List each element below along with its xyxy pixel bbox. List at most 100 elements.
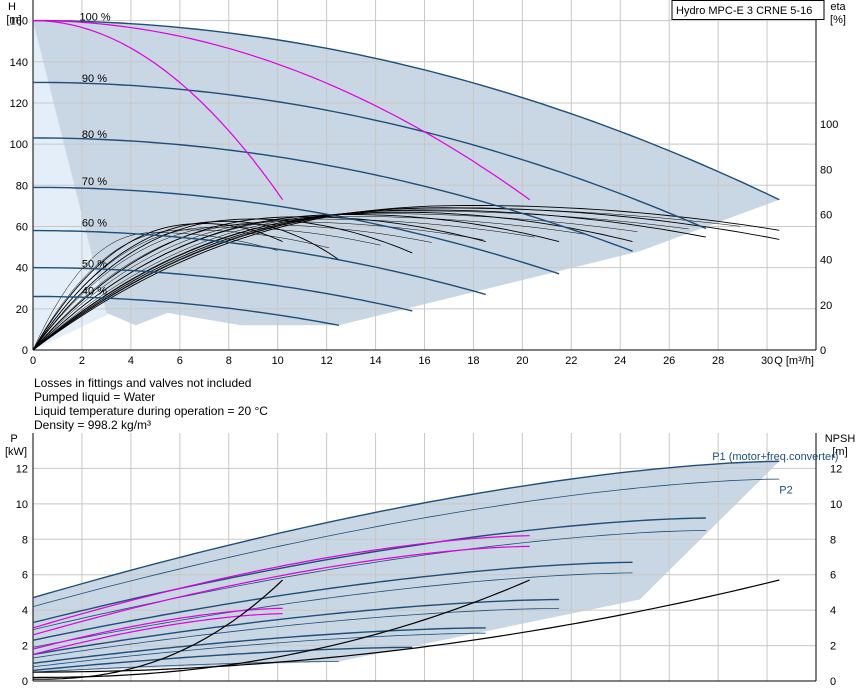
magenta-power-curve bbox=[32, 535, 530, 629]
x-tick-label: 10 bbox=[272, 355, 284, 367]
x-tick-label: 22 bbox=[565, 355, 577, 367]
power-curve bbox=[32, 517, 706, 624]
chart-title: Hydro MPC-E 3 CRNE 5-16 bbox=[676, 5, 812, 17]
magenta-power-curve bbox=[32, 545, 530, 636]
efficiency-curve-thin bbox=[32, 229, 330, 351]
efficiency-curve-thin bbox=[32, 210, 689, 351]
power-curve bbox=[32, 478, 780, 607]
y-tick-label-left: 60 bbox=[16, 221, 28, 233]
y-tick-label-left: 40 bbox=[16, 263, 28, 275]
power-curve bbox=[32, 561, 633, 641]
power-curve bbox=[32, 598, 560, 656]
speed-label: 50 % bbox=[82, 259, 107, 271]
x-tick-label: 24 bbox=[614, 355, 626, 367]
y-axis-unit-right: [%] bbox=[830, 14, 846, 26]
y-tick-label-left: 8 bbox=[22, 534, 28, 546]
head-curve bbox=[32, 137, 633, 252]
x-axis-label: Q [m³/h] bbox=[774, 355, 814, 367]
y-tick-label-left: 2 bbox=[22, 641, 28, 653]
efficiency-curve-thin bbox=[32, 232, 278, 351]
y-tick-label-right: 6 bbox=[830, 570, 836, 582]
y-tick-label-right: 80 bbox=[820, 164, 832, 176]
x-tick-label: 4 bbox=[128, 355, 134, 367]
power-curve bbox=[32, 530, 706, 630]
y-axis-unit-left: [m] bbox=[6, 14, 21, 26]
y-tick-label-right: 4 bbox=[830, 605, 836, 617]
efficiency-curve bbox=[32, 218, 413, 351]
operating-envelope-region bbox=[33, 20, 780, 326]
y-tick-label-right: 0 bbox=[830, 676, 836, 688]
x-tick-label: 30 bbox=[761, 355, 773, 367]
npsh-curve bbox=[33, 579, 780, 673]
head-curve bbox=[32, 266, 413, 312]
y-tick-label-right: 0 bbox=[820, 345, 826, 357]
y-axis-label-left: P bbox=[10, 433, 17, 445]
y-tick-label-right: 20 bbox=[820, 300, 832, 312]
npsh-curve bbox=[32, 579, 530, 679]
x-tick-label: 12 bbox=[321, 355, 333, 367]
magenta-power-curve bbox=[32, 607, 283, 650]
y-tick-label-left: 120 bbox=[10, 98, 28, 110]
y-tick-label-right: 40 bbox=[820, 255, 832, 267]
x-tick-label: 8 bbox=[226, 355, 232, 367]
power-curve bbox=[32, 632, 486, 668]
y-tick-label-right: 60 bbox=[820, 210, 832, 222]
operating-conditions-notes: Losses in fittings and valves not includ… bbox=[34, 376, 268, 432]
head-curve bbox=[33, 229, 486, 296]
x-tick-label: 16 bbox=[418, 355, 430, 367]
power-curve bbox=[32, 661, 339, 673]
magenta-head-curve bbox=[33, 20, 284, 201]
y-tick-label-right: 10 bbox=[830, 499, 842, 511]
head-curve bbox=[33, 186, 560, 275]
power-npsh-chart: 0 2 4 6 8 10 12 0 2 4 6 8 10 12 P[kW] NPSH[m]P1 (motor+… bbox=[5, 433, 855, 688]
head-curve bbox=[33, 81, 707, 230]
speed-label: 60 % bbox=[82, 217, 107, 229]
power-curve bbox=[32, 627, 486, 664]
x-tick-label: 6 bbox=[177, 355, 183, 367]
x-tick-label: 2 bbox=[79, 355, 85, 367]
speed-label: 80 % bbox=[82, 129, 107, 141]
head-efficiency-chart: 0 2 4 6 8 10 12 14 16 18 20 22 24 26 28 300204060801001… bbox=[6, 0, 847, 367]
y-tick-label-right: 2 bbox=[830, 641, 836, 653]
y-tick-label-left: 20 bbox=[16, 304, 28, 316]
power-curve bbox=[32, 572, 633, 648]
head-curve bbox=[33, 19, 780, 201]
y-tick-label-left: 10 bbox=[16, 499, 28, 511]
npsh-curve bbox=[33, 579, 284, 680]
note-losses: Losses in fittings and valves not includ… bbox=[34, 376, 252, 390]
speed-label: 40 % bbox=[82, 285, 107, 297]
y-tick-label-right: 100 bbox=[820, 119, 838, 131]
speed-label: 90 % bbox=[82, 73, 107, 85]
x-tick-label: 0 bbox=[30, 355, 36, 367]
x-tick-label: 26 bbox=[663, 355, 675, 367]
y-tick-label-left: 12 bbox=[16, 463, 28, 475]
y-tick-label-left: 0 bbox=[22, 345, 28, 357]
y-axis-label-right: eta bbox=[830, 1, 846, 13]
efficiency-curve-thin bbox=[32, 207, 741, 351]
y-tick-label-left: 4 bbox=[22, 605, 28, 617]
y-tick-label-left: 100 bbox=[10, 139, 28, 151]
y-tick-label-left: 160 bbox=[10, 16, 28, 28]
power-curve bbox=[32, 646, 413, 672]
speed-label: 100 % bbox=[79, 11, 110, 23]
speed-label: 70 % bbox=[82, 176, 107, 188]
x-tick-label: 18 bbox=[467, 355, 479, 367]
x-tick-label: 28 bbox=[712, 355, 724, 367]
y-axis-label-right: NPSH bbox=[825, 433, 856, 445]
y-tick-label-right: 12 bbox=[830, 463, 842, 475]
p2-series-label: P2 bbox=[779, 485, 792, 497]
head-curve bbox=[33, 295, 340, 326]
note-density: Density = 998.2 kg/m³ bbox=[34, 418, 152, 432]
x-tick-label: 14 bbox=[369, 355, 381, 367]
magenta-head-curve bbox=[33, 20, 531, 201]
power-curve bbox=[32, 460, 780, 599]
chart-title-box bbox=[671, 0, 825, 20]
y-axis-unit-left: [kW] bbox=[5, 446, 27, 458]
y-axis-unit-right: [m] bbox=[832, 446, 847, 458]
p1-series-label: P1 (motor+freq.converter) bbox=[712, 451, 838, 463]
y-tick-label-left: 0 bbox=[22, 676, 28, 688]
y-tick-label-left: 80 bbox=[16, 180, 28, 192]
magenta-power-curve bbox=[32, 613, 283, 655]
note-pumped-liquid: Pumped liquid = Water bbox=[34, 390, 156, 404]
